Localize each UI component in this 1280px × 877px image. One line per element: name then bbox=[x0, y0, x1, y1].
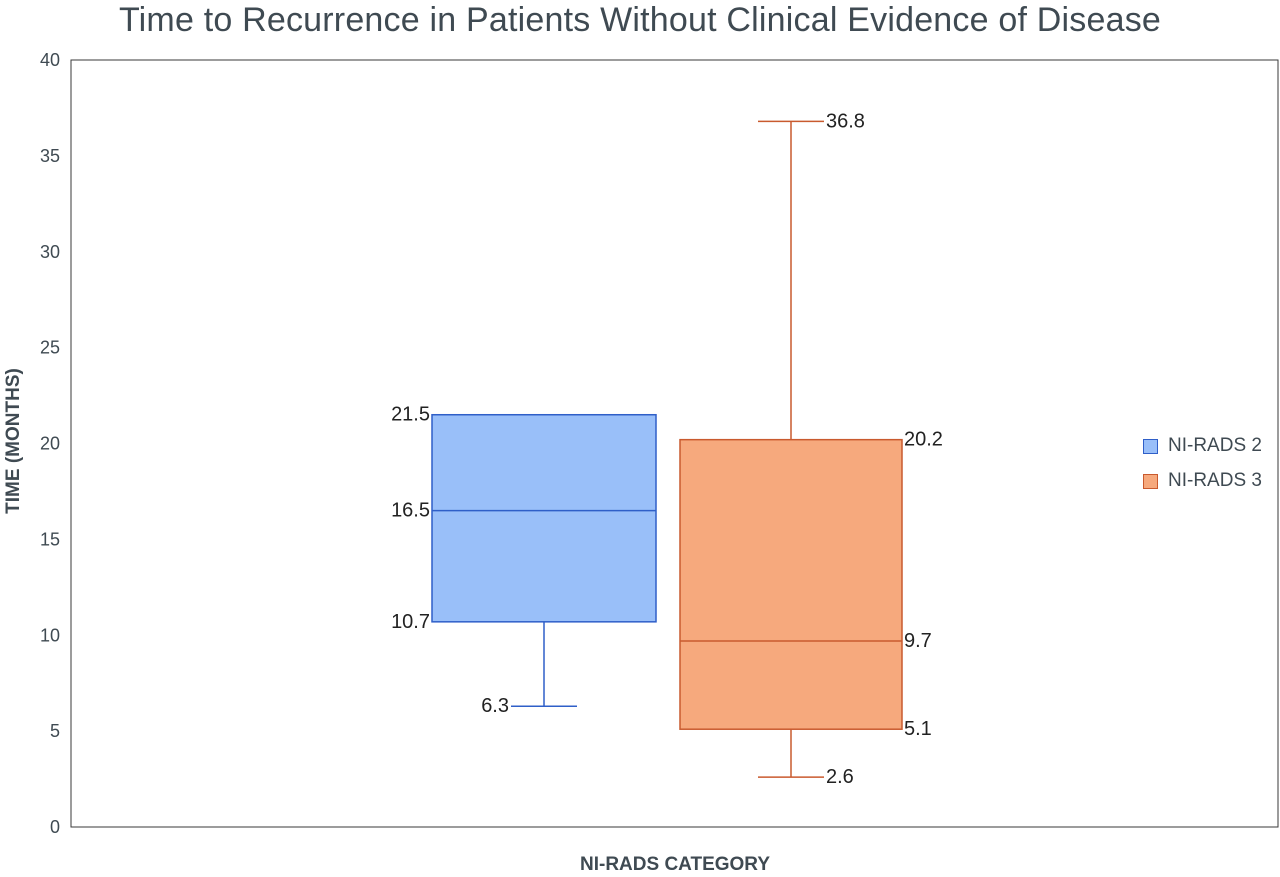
legend-item-ni-rads-3: NI-RADS 3 bbox=[1143, 469, 1262, 493]
chart-title: Time to Recurrence in Patients Without C… bbox=[118, 1, 1162, 39]
y-tick-label: 15 bbox=[40, 529, 60, 549]
y-tick-label: 20 bbox=[40, 434, 60, 454]
data-label-q1: 10.7 bbox=[391, 611, 430, 633]
legend-label: NI-RADS 3 bbox=[1168, 470, 1262, 491]
data-label-min: 2.6 bbox=[826, 766, 854, 788]
legend-label: NI-RADS 2 bbox=[1168, 435, 1262, 456]
y-tick-label: 35 bbox=[40, 146, 60, 166]
data-label-min: 6.3 bbox=[481, 695, 509, 717]
y-tick-label: 25 bbox=[40, 338, 60, 358]
data-label-q1: 5.1 bbox=[904, 718, 932, 740]
data-label-median: 9.7 bbox=[904, 630, 932, 652]
data-label-q3: 21.5 bbox=[391, 404, 430, 426]
y-tick-label: 30 bbox=[40, 242, 60, 262]
y-tick-label: 0 bbox=[50, 817, 60, 837]
legend: NI-RADS 2 NI-RADS 3 bbox=[1143, 434, 1262, 504]
y-tick-label: 5 bbox=[50, 721, 60, 741]
y-tick-label: 40 bbox=[40, 50, 60, 70]
y-tick-label: 10 bbox=[40, 625, 60, 645]
series-2-box bbox=[679, 438, 903, 730]
legend-swatch-ni-rads-3 bbox=[1143, 473, 1158, 489]
data-label-max: 36.8 bbox=[826, 110, 865, 132]
data-label-q3: 20.2 bbox=[904, 429, 943, 451]
x-axis-label: NI-RADS CATEGORY bbox=[580, 854, 770, 875]
legend-item-ni-rads-2: NI-RADS 2 bbox=[1143, 434, 1262, 458]
series-1-box bbox=[431, 413, 657, 623]
plot-frame bbox=[70, 59, 1279, 828]
legend-swatch-ni-rads-2 bbox=[1143, 438, 1158, 454]
data-label-median: 16.5 bbox=[391, 500, 430, 522]
